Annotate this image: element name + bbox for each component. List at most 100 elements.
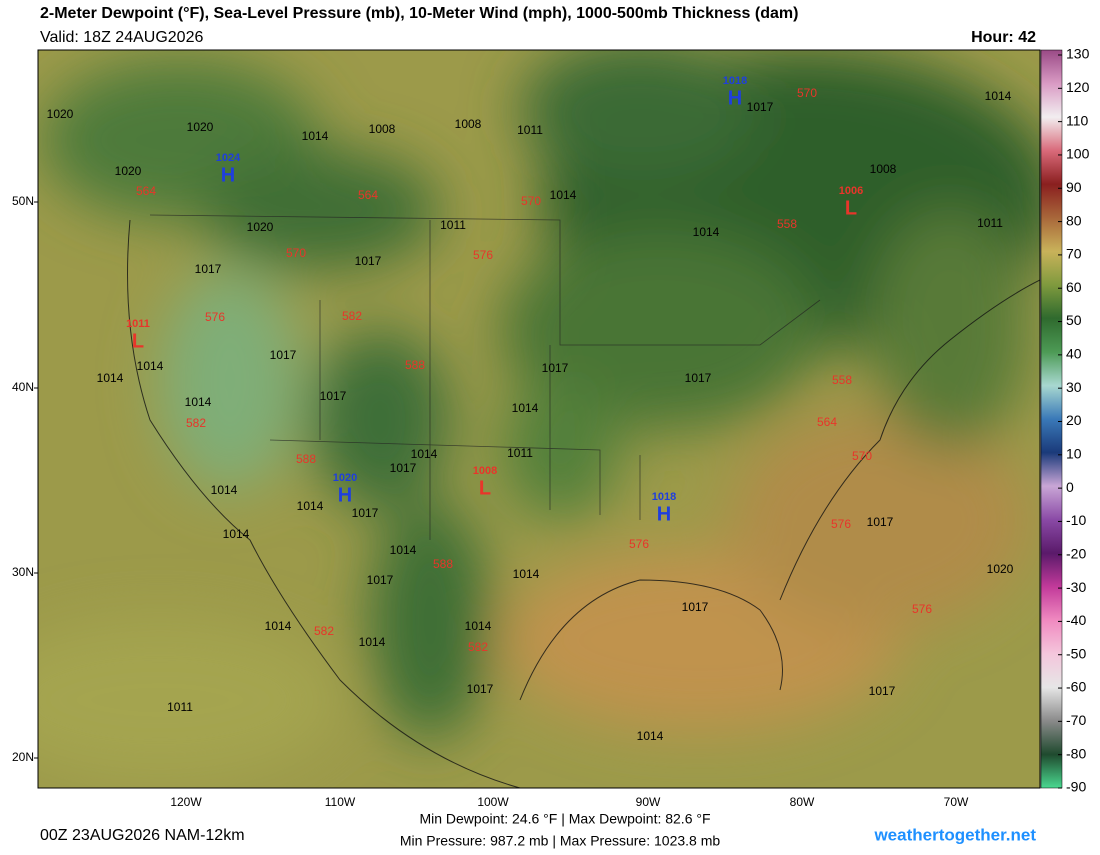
colorbar-label: 130 (1066, 46, 1090, 62)
pressure-center-value: 1008 (473, 465, 497, 477)
pressure-center-letter: H (657, 503, 671, 525)
site-credit: weathertogether.net (873, 825, 1036, 844)
isobar-label: 1017 (355, 254, 382, 268)
isobar-label: 1014 (359, 635, 386, 649)
map-background (38, 50, 1040, 788)
thickness-label: 588 (405, 358, 425, 372)
isobar-label: 1017 (542, 361, 569, 375)
isobar-label: 1014 (390, 543, 417, 557)
pressure-center-value: 1018 (723, 75, 747, 87)
thickness-label: 570 (286, 246, 306, 260)
isobar-label: 1017 (320, 389, 347, 403)
isobar-label: 1014 (985, 89, 1012, 103)
isobar-label: 1014 (550, 188, 577, 202)
isobar-label: 1011 (507, 446, 533, 460)
thickness-label: 576 (912, 602, 932, 616)
colorbar-label: 20 (1066, 412, 1082, 428)
isobar-label: 1017 (682, 600, 709, 614)
isobar-label: 1017 (685, 371, 712, 385)
pressure-center-value: 1024 (216, 152, 241, 164)
pressure-center-value: 1011 (126, 318, 150, 330)
map-title: 2-Meter Dewpoint (°F), Sea-Level Pressur… (40, 5, 798, 22)
isobar-label: 1014 (211, 483, 238, 497)
colorbar-label: 30 (1066, 379, 1082, 395)
thickness-label: 564 (136, 184, 156, 198)
isobar-label: 1008 (369, 122, 396, 136)
isobar-label: 1020 (987, 562, 1014, 576)
colorbar-label: -10 (1066, 512, 1086, 528)
dewpoint-range: Min Dewpoint: 24.6 °F | Max Dewpoint: 82… (419, 811, 710, 827)
colorbar-label: 70 (1066, 246, 1082, 262)
isobar-label: 1017 (367, 573, 394, 587)
isobar-label: 1014 (223, 527, 250, 541)
longitude-label: 120W (170, 795, 202, 809)
thickness-label: 558 (832, 373, 852, 387)
longitude-label: 90W (636, 795, 661, 809)
longitude-label: 100W (477, 795, 509, 809)
isobar-label: 1020 (47, 107, 74, 121)
isobar-label: 1014 (297, 499, 324, 513)
colorbar-label: 110 (1066, 112, 1089, 128)
isobar-label: 1017 (352, 506, 379, 520)
thickness-label: 582 (186, 416, 206, 430)
thickness-label: 570 (852, 449, 872, 463)
thickness-label: 564 (358, 188, 378, 202)
colorbar-label: 120 (1066, 79, 1090, 95)
isobar-label: 1014 (513, 567, 540, 581)
thickness-label: 576 (205, 310, 225, 324)
colorbar-label: 50 (1066, 312, 1082, 328)
colorbar-label: -20 (1066, 545, 1086, 561)
pressure-center-letter: H (221, 164, 235, 186)
isobar-label: 1014 (185, 395, 212, 409)
thickness-label: 588 (296, 452, 316, 466)
isobar-label: 1020 (115, 164, 142, 178)
colorbar-label: -80 (1066, 745, 1086, 761)
colorbar-label: 90 (1066, 179, 1082, 195)
isobar-label: 1014 (265, 619, 292, 633)
colorbar-label: -30 (1066, 579, 1086, 595)
thickness-label: 576 (831, 517, 851, 531)
thickness-label: 588 (433, 557, 453, 571)
latitude-label: 50N (12, 194, 34, 208)
isobar-label: 1017 (270, 348, 297, 362)
latitude-label: 40N (12, 380, 34, 394)
isobar-label: 1014 (637, 729, 664, 743)
isobar-label: 1008 (870, 162, 897, 176)
isobar-label: 1020 (247, 220, 274, 234)
pressure-range: Min Pressure: 987.2 mb | Max Pressure: 1… (400, 833, 721, 849)
longitude-label: 70W (944, 795, 969, 809)
colorbar-label: -60 (1066, 679, 1086, 695)
map-frame (37, 49, 1041, 789)
latitude-label: 20N (12, 750, 34, 764)
colorbar-label: 10 (1066, 446, 1082, 462)
thickness-label: 582 (468, 640, 488, 654)
thickness-label: 582 (342, 309, 362, 323)
isobar-label: 1008 (455, 117, 482, 131)
isobar-label: 1011 (977, 216, 1003, 230)
isobar-label: 1017 (390, 461, 417, 475)
pressure-center-value: 1018 (652, 491, 676, 503)
pressure-center-letter: H (728, 87, 742, 109)
forecast-hour: Hour: 42 (971, 29, 1036, 46)
pressure-center-letter: L (132, 330, 144, 352)
colorbar-label: -90 (1066, 779, 1086, 795)
thickness-label: 576 (629, 537, 649, 551)
thickness-label: 576 (473, 248, 493, 262)
isobar-label: 1014 (137, 359, 164, 373)
isobar-label: 1017 (869, 684, 896, 698)
isobar-label: 1011 (167, 700, 193, 714)
thickness-label: 564 (817, 415, 837, 429)
pressure-center-letter: H (338, 484, 352, 506)
colorbar-label: 80 (1066, 212, 1082, 228)
latitude-label: 30N (12, 565, 34, 579)
colorbar-label: -70 (1066, 712, 1086, 728)
pressure-center-letter: L (479, 477, 491, 499)
isobar-label: 1014 (693, 225, 720, 239)
colorbar-label: -50 (1066, 645, 1086, 661)
isobar-label: 1017 (467, 682, 494, 696)
thickness-label: 570 (521, 194, 541, 208)
colorbar-label: -40 (1066, 612, 1086, 628)
longitude-label: 80W (790, 795, 815, 809)
isobar-label: 1014 (512, 401, 539, 415)
colorbar-label: 0 (1066, 479, 1074, 495)
